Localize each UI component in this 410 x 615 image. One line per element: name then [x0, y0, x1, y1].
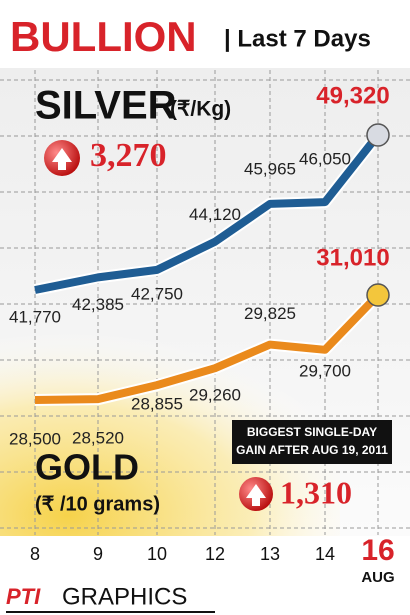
chart-title: BULLION	[10, 13, 197, 60]
gain-value: 1,310	[280, 474, 352, 510]
chart-subtitle: | Last 7 Days	[224, 25, 371, 52]
annotation: BIGGEST SINGLE-DAY	[247, 425, 377, 439]
end-marker	[366, 123, 390, 147]
series-unit: (₹ /10 grams)	[35, 493, 160, 515]
x-tick-label: 12	[205, 544, 225, 564]
data-label: 49,320	[316, 82, 389, 109]
data-label: 42,750	[131, 284, 183, 303]
data-label: 42,385	[72, 295, 124, 314]
x-note: AUG	[361, 569, 394, 586]
series-name: GOLD	[35, 447, 139, 488]
x-tick-label: 16	[361, 534, 394, 567]
end-marker	[366, 283, 390, 307]
data-label: 29,700	[299, 361, 351, 380]
data-label: 28,520	[72, 429, 124, 448]
x-tick-label: 10	[147, 544, 167, 564]
data-label: 45,965	[244, 159, 296, 178]
series-unit: (₹/Kg)	[170, 98, 231, 121]
data-label: 41,770	[9, 307, 61, 326]
gain-icon	[44, 140, 80, 176]
x-tick-label: 9	[93, 544, 103, 564]
gain-icon	[239, 477, 273, 511]
data-label: 31,010	[316, 244, 389, 271]
data-label: 28,500	[9, 429, 61, 448]
data-label: 28,855	[131, 395, 183, 414]
data-label: 29,825	[244, 304, 296, 323]
annotation: GAIN AFTER AUG 19, 2011	[236, 443, 388, 457]
annotation-box	[232, 420, 392, 464]
data-label: 46,050	[299, 150, 351, 169]
x-tick-label: 13	[260, 544, 280, 564]
line	[34, 292, 381, 404]
line	[34, 132, 382, 294]
x-tick-label: 8	[30, 544, 40, 564]
x-tick-label: 14	[315, 544, 335, 564]
source: GRAPHICS	[62, 583, 187, 610]
gain-value: 3,270	[90, 137, 167, 174]
source-logo: PTI	[6, 584, 41, 609]
data-label: 44,120	[189, 205, 241, 224]
series-name: SILVER	[35, 84, 177, 128]
data-label: 29,260	[189, 386, 241, 405]
